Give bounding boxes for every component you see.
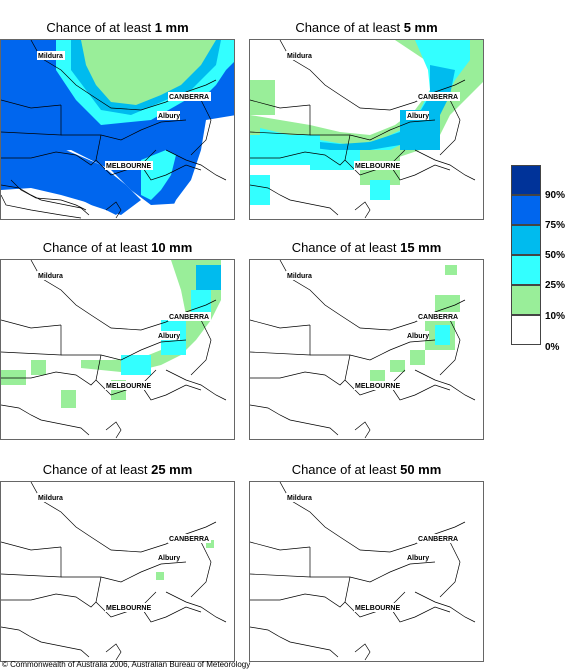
probability-map: Mildura CANBERRA Albury MELBOURNE — [0, 481, 235, 662]
probability-map: Mildura CANBERRA Albury MELBOURNE — [249, 481, 484, 662]
map-svg: Mildura CANBERRA Albury MELBOURNE — [1, 260, 227, 439]
legend-label-0: 0% — [545, 342, 560, 353]
boundaries — [1, 40, 227, 219]
city-label-canberra: CANBERRA — [418, 94, 458, 101]
city-label-mildura: Mildura — [38, 53, 63, 60]
boundaries — [250, 482, 476, 661]
map-svg: Mildura CANBERRA Albury MELBOURNE — [250, 260, 476, 439]
city-label-albury: Albury — [158, 113, 180, 120]
copyright-notice: © Commonwealth of Australia 2006, Austra… — [2, 660, 251, 669]
city-label-melbourne: MELBOURNE — [355, 605, 400, 612]
city-label-melbourne: MELBOURNE — [106, 605, 151, 612]
city-label-melbourne: MELBOURNE — [355, 383, 400, 390]
legend-swatch-90 — [511, 165, 541, 195]
legend-swatch-25 — [511, 255, 541, 285]
legend-label-50: 50% — [545, 250, 566, 261]
panel-title: Chance of at least 5 mm — [295, 20, 438, 35]
city-labels: Mildura CANBERRA Albury MELBOURNE — [286, 51, 460, 170]
city-label-mildura: Mildura — [38, 273, 63, 280]
city-labels: Mildura CANBERRA Albury MELBOURNE — [37, 51, 211, 170]
map-svg: Mildura CANBERRA Albury MELBOURNE — [250, 482, 476, 661]
probability-fill-layer — [250, 40, 483, 205]
city-label-melbourne: MELBOURNE — [355, 163, 400, 170]
city-labels: Mildura CANBERRA Albury MELBOURNE — [286, 493, 460, 612]
legend-label-90: 90% — [545, 190, 566, 201]
city-label-albury: Albury — [407, 333, 429, 340]
map-svg: Mildura CANBERRA Albury MELBOURNE — [250, 40, 483, 219]
probability-map: Mildura CANBERRA Albury MELBOURNE — [249, 39, 484, 220]
legend-swatch-50 — [511, 225, 541, 255]
city-labels: Mildura CANBERRA Albury MELBOURNE — [37, 493, 211, 612]
legend-swatch-75 — [511, 195, 541, 225]
city-labels: Mildura CANBERRA Albury MELBOURNE — [286, 271, 460, 390]
city-label-albury: Albury — [407, 555, 429, 562]
city-label-melbourne: MELBOURNE — [106, 383, 151, 390]
legend-swatch-10 — [511, 285, 541, 315]
probability-map: Mildura CANBERRA Albury MELBOURNE — [249, 259, 484, 440]
panel-title: Chance of at least 15 mm — [291, 240, 442, 255]
city-label-mildura: Mildura — [38, 495, 63, 502]
city-label-canberra: CANBERRA — [169, 94, 209, 101]
city-label-albury: Albury — [407, 113, 429, 120]
boundaries — [1, 482, 227, 661]
city-label-canberra: CANBERRA — [169, 536, 209, 543]
panel-title: Chance of at least 1 mm — [46, 20, 189, 35]
city-label-albury: Albury — [158, 333, 180, 340]
probability-map: Mildura CANBERRA Albury MELBOURNE — [0, 259, 235, 440]
legend-swatch-0 — [511, 315, 541, 345]
probability-fill-layer — [1, 40, 234, 219]
city-label-canberra: CANBERRA — [169, 314, 209, 321]
city-label-mildura: Mildura — [287, 53, 312, 60]
city-labels: Mildura CANBERRA Albury MELBOURNE — [37, 271, 211, 390]
panel-title: Chance of at least 10 mm — [42, 240, 193, 255]
map-svg: Mildura CANBERRA Albury MELBOURNE — [1, 482, 227, 661]
city-label-mildura: Mildura — [287, 273, 312, 280]
panel-title: Chance of at least 50 mm — [291, 462, 442, 477]
legend-label-10: 10% — [545, 311, 566, 322]
probability-map: Mildura CANBERRA Albury MELBOURNE — [0, 39, 235, 220]
city-label-canberra: CANBERRA — [418, 536, 458, 543]
legend-label-25: 25% — [545, 280, 566, 291]
map-svg: Mildura CANBERRA Albury MELBOURNE — [1, 40, 234, 219]
city-label-canberra: CANBERRA — [418, 314, 458, 321]
city-label-albury: Albury — [158, 555, 180, 562]
city-label-melbourne: MELBOURNE — [106, 163, 151, 170]
probability-fill-layer — [370, 265, 460, 385]
boundaries — [250, 260, 476, 439]
probability-fill-layer — [156, 540, 214, 580]
legend-label-75: 75% — [545, 220, 566, 231]
panel-title: Chance of at least 25 mm — [42, 462, 193, 477]
city-label-mildura: Mildura — [287, 495, 312, 502]
